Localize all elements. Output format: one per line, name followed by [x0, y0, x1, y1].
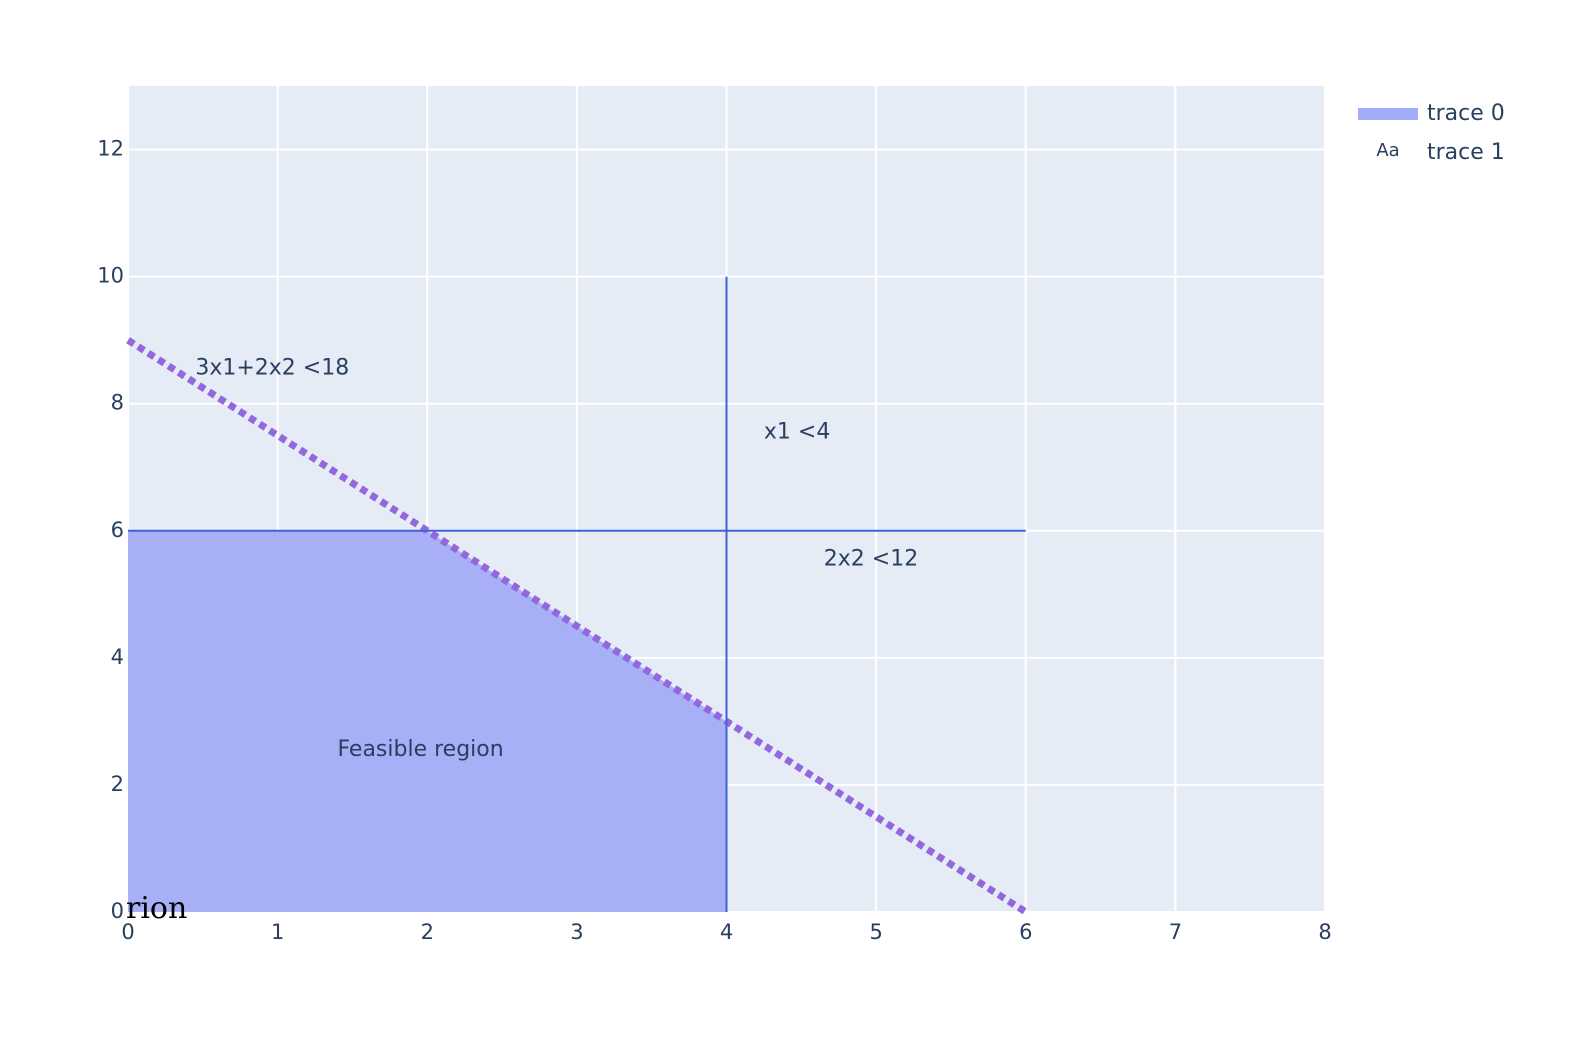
annotation-2: 2x2 <12 — [824, 546, 918, 571]
x-tick-label-2: 2 — [421, 920, 434, 944]
legend-entry-trace-1[interactable]: trace 1 — [1427, 140, 1505, 165]
y-tick-label-2: 2 — [111, 772, 124, 796]
feasible-region-polygon — [128, 530, 727, 912]
annotation-0: 3x1+2x2 <18 — [195, 356, 349, 381]
y-tick-label-6: 6 — [111, 518, 124, 542]
x-tick-label-6: 6 — [1019, 920, 1032, 944]
y-tick-label-4: 4 — [111, 645, 124, 669]
legend-swatch-trace-1[interactable]: Aa — [1376, 140, 1399, 161]
y-tick-label-12: 12 — [97, 137, 124, 161]
legend[interactable]: trace 0 Aa trace 1 — [1358, 101, 1505, 165]
legend-swatch-trace-0[interactable] — [1358, 108, 1418, 120]
annotation-1: x1 <4 — [764, 419, 830, 444]
legend-entry-trace-0[interactable]: trace 0 — [1427, 101, 1505, 126]
y-tick-label-10: 10 — [97, 264, 124, 288]
x-tick-label-8: 8 — [1318, 920, 1331, 944]
line-3x1-2x2 — [126, 337, 1028, 915]
annotation-3: Feasible region — [337, 737, 503, 762]
x-tick-label-5: 5 — [869, 920, 882, 944]
x-tick-label-4: 4 — [720, 920, 733, 944]
x-tick-label-1: 1 — [271, 920, 284, 944]
constraint-lines — [126, 276, 1028, 915]
stray-text: rion — [126, 891, 187, 926]
annotations: 3x1+2x2 <18 x1 <4 2x2 <12 Feasible region — [195, 356, 918, 762]
y-tick-label-8: 8 — [111, 391, 124, 415]
x-tick-label-7: 7 — [1169, 920, 1182, 944]
y-tick-label-0: 0 — [111, 899, 124, 923]
x-tick-label-0: 0 — [121, 920, 134, 944]
x-tick-label-3: 3 — [570, 920, 583, 944]
feasible-region-area — [128, 530, 727, 912]
